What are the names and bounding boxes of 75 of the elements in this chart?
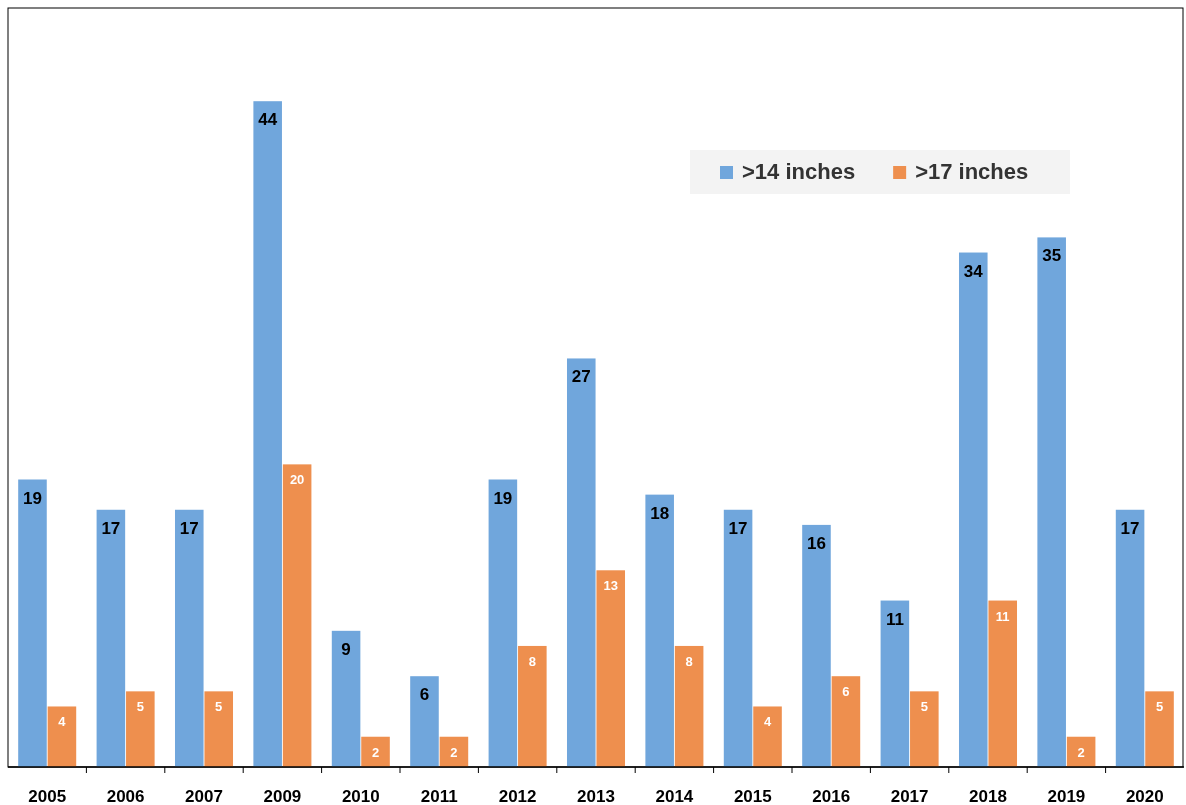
x-tick-label: 2007 bbox=[185, 787, 223, 805]
x-tick-label: 2013 bbox=[577, 787, 615, 805]
data-label: 17 bbox=[179, 518, 199, 538]
data-label: 19 bbox=[23, 488, 42, 508]
data-label: 2 bbox=[1077, 744, 1085, 760]
data-label: 20 bbox=[289, 472, 305, 488]
x-tick-label: 2009 bbox=[263, 787, 302, 805]
legend-label: >17 inches bbox=[915, 159, 1029, 184]
data-label: 11 bbox=[885, 609, 904, 629]
bar bbox=[988, 600, 1018, 767]
data-label: 17 bbox=[728, 518, 748, 538]
x-tick-label: 2011 bbox=[420, 787, 458, 805]
x-tick-label: 2012 bbox=[498, 787, 537, 805]
data-label: 9 bbox=[341, 639, 351, 659]
bar bbox=[566, 358, 596, 767]
legend-label: >14 inches bbox=[742, 159, 856, 184]
bar bbox=[253, 101, 282, 767]
data-label: 17 bbox=[1120, 518, 1140, 538]
x-tick-label: 2017 bbox=[890, 787, 929, 805]
bar bbox=[204, 691, 234, 767]
bar bbox=[282, 464, 312, 767]
data-label: 44 bbox=[258, 110, 278, 130]
bar bbox=[174, 509, 204, 767]
bar bbox=[723, 509, 753, 767]
data-label: 4 bbox=[763, 714, 772, 730]
data-label: 2 bbox=[371, 744, 380, 760]
data-label: 8 bbox=[685, 653, 693, 669]
bar bbox=[802, 524, 831, 767]
bar bbox=[910, 691, 939, 767]
bar bbox=[645, 494, 674, 767]
data-label: 18 bbox=[650, 503, 670, 523]
x-tick-label: 2019 bbox=[1047, 787, 1086, 805]
bar bbox=[753, 706, 782, 767]
bar bbox=[1145, 691, 1174, 767]
x-tick-label: 2015 bbox=[733, 787, 772, 805]
bar bbox=[96, 509, 126, 767]
bar bbox=[331, 630, 361, 767]
bar bbox=[880, 600, 910, 767]
data-label: 19 bbox=[493, 488, 513, 508]
x-tick-label: 2005 bbox=[28, 787, 67, 805]
data-label: 16 bbox=[807, 533, 826, 553]
data-label: 13 bbox=[603, 578, 618, 594]
data-label: 5 bbox=[136, 699, 144, 715]
bar bbox=[1037, 237, 1066, 767]
bar bbox=[1115, 509, 1145, 767]
x-tick-label: 2010 bbox=[341, 787, 380, 805]
data-label: 5 bbox=[920, 699, 928, 715]
bar bbox=[488, 479, 518, 767]
data-label: 35 bbox=[1042, 246, 1062, 266]
bar bbox=[958, 252, 988, 767]
x-tick-label: 2020 bbox=[1125, 787, 1164, 805]
bar bbox=[831, 676, 861, 767]
bar bbox=[518, 645, 547, 767]
x-tick-label: 2018 bbox=[969, 787, 1007, 805]
bar bbox=[410, 676, 439, 767]
data-label: 6 bbox=[419, 685, 430, 705]
bar bbox=[47, 706, 77, 767]
bar bbox=[18, 479, 47, 767]
bar bbox=[674, 645, 704, 767]
data-label: 4 bbox=[58, 714, 67, 730]
data-label: 11 bbox=[995, 608, 1010, 624]
data-label: 34 bbox=[963, 261, 984, 281]
data-label: 17 bbox=[101, 518, 121, 538]
data-label: 27 bbox=[571, 367, 591, 387]
bar bbox=[126, 691, 155, 767]
x-tick-label: 2016 bbox=[812, 787, 851, 805]
bar bbox=[596, 570, 626, 767]
data-label: 8 bbox=[528, 653, 536, 669]
bar bbox=[361, 736, 390, 767]
x-tick-label: 2006 bbox=[106, 787, 145, 805]
data-label: 5 bbox=[215, 699, 223, 715]
data-label: 6 bbox=[842, 684, 850, 700]
x-tick-label: 2014 bbox=[655, 787, 694, 805]
data-label: 5 bbox=[1155, 699, 1164, 715]
data-label: 2 bbox=[450, 744, 458, 760]
